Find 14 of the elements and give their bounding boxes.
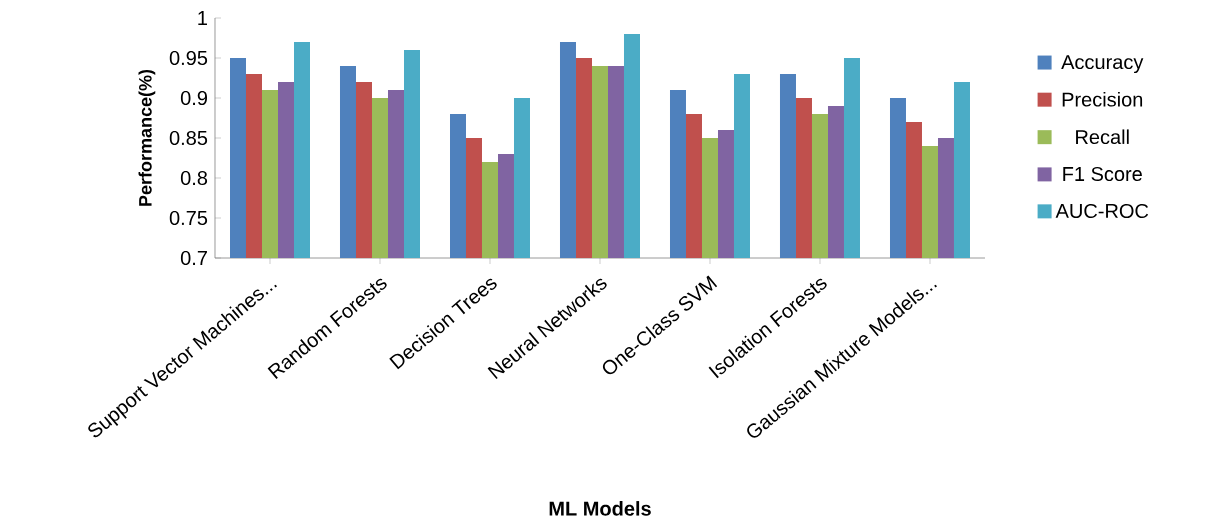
y-axis-title: Performance(%) [138, 69, 156, 206]
y-tick-label: 0.95 [169, 50, 208, 66]
y-tick-label: 0.8 [180, 170, 208, 186]
y-tick-label: 0.7 [180, 250, 207, 266]
legend-label: F1 Score [1063, 166, 1142, 182]
y-tick-label: 1 [198, 11, 207, 25]
x-axis-title: ML Models [549, 501, 651, 516]
y-tick-label: 0.85 [169, 130, 208, 146]
y-tick-label: 0.9 [180, 90, 208, 106]
y-tick-label: 0.75 [169, 210, 208, 226]
legend-label: Accuracy [1061, 55, 1144, 74]
legend-label: Precision [1062, 91, 1143, 107]
legend-label: AUC-ROC [1055, 203, 1149, 219]
legend-label: Recall [1076, 129, 1129, 145]
